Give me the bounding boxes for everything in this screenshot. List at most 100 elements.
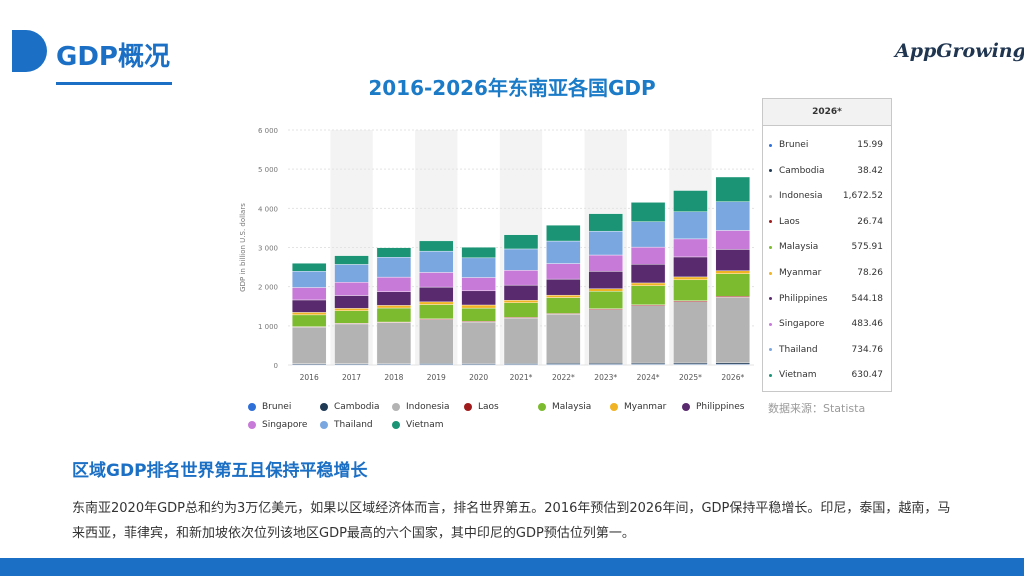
bar-segment-philippines	[503, 284, 539, 301]
legend-label: Cambodia	[334, 402, 380, 412]
row-value: 1,672.52	[842, 191, 883, 202]
legend-item-laos: Laos	[464, 402, 499, 412]
bar-segment-indonesia	[291, 327, 327, 364]
bar-segment-vietnam	[376, 247, 412, 258]
legend-item-brunei: Brunei	[248, 402, 291, 412]
legend-item-thailand: Thailand	[320, 420, 373, 430]
legend-item-philippines: Philippines	[682, 402, 745, 412]
bar-segment-philippines	[376, 291, 412, 306]
legend-item-singapore: Singapore	[248, 420, 307, 430]
bar-segment-myanmar	[461, 304, 496, 309]
legend-label: Thailand	[334, 420, 373, 430]
x-tick-label: 2026*	[721, 373, 744, 382]
side-table-row: Vietnam 630.47	[769, 365, 883, 385]
bar-segment-cambodia	[673, 362, 708, 365]
bar-segment-philippines	[630, 264, 666, 284]
side-table-row: Cambodia 38.42	[769, 161, 883, 181]
row-country: Vietnam	[779, 370, 817, 381]
side-table-header: 2026*	[763, 99, 891, 126]
bar-segment-vietnam	[461, 247, 496, 259]
bar-segment-philippines	[291, 299, 327, 313]
side-table-2026: 2026* Brunei 15.99 Cambodia 38.42 Indonesia 1…	[762, 98, 892, 392]
legend-swatch	[464, 403, 472, 411]
bar-segment-malaysia	[503, 302, 539, 318]
bar-segment-singapore	[334, 282, 369, 296]
bar-segment-thailand	[673, 211, 708, 240]
x-tick-label: 2018	[384, 373, 403, 382]
bar-segment-indonesia	[673, 301, 708, 364]
side-table-row: Thailand 734.76	[769, 340, 883, 360]
bar-segment-malaysia	[588, 291, 623, 309]
x-tick-label: 2020	[469, 373, 488, 382]
legend-label: Philippines	[696, 402, 745, 412]
bar-segment-thailand	[503, 248, 539, 271]
row-dot-icon	[769, 297, 772, 301]
bar-segment-vietnam	[630, 202, 666, 222]
row-country: Brunei	[779, 140, 809, 150]
row-value: 78.26	[857, 268, 883, 278]
row-dot-icon	[769, 322, 772, 326]
bar-segment-myanmar	[673, 276, 708, 281]
bar-segment-myanmar	[546, 294, 581, 298]
row-country: Thailand	[779, 344, 818, 355]
legend-item-myanmar: Myanmar	[610, 402, 666, 412]
stacked-bar-chart: 0 1 000 2 000 3 000 4 000 5 000 6 000 GDP in bi…	[239, 127, 754, 382]
bar-segment-singapore	[419, 272, 454, 288]
row-country: Laos	[779, 216, 800, 227]
bar-segment-singapore	[376, 276, 412, 292]
bar-segment-vietnam	[419, 240, 454, 252]
bar-segment-indonesia	[588, 309, 623, 364]
row-value: 630.47	[851, 370, 884, 381]
bar-segment-vietnam	[334, 255, 369, 265]
bar-segment-philippines	[334, 295, 369, 309]
x-tick-label: 2022*	[552, 373, 575, 382]
row-value: 575.91	[851, 242, 884, 253]
bar-segment-malaysia	[376, 307, 412, 323]
bar-segment-thailand	[715, 201, 751, 231]
source-note: 数据来源：Statista	[768, 402, 866, 415]
bar-segment-singapore	[546, 263, 581, 280]
side-table-row: Brunei 15.99	[769, 135, 883, 155]
legend-swatch	[682, 403, 690, 411]
bar-segment-myanmar	[376, 305, 412, 309]
legend-label: Laos	[478, 402, 499, 412]
legend-item-malaysia: Malaysia	[538, 402, 591, 412]
legend-item-indonesia: Indonesia	[392, 402, 450, 412]
bar-segment-indonesia	[630, 305, 666, 364]
bar-segment-malaysia	[461, 307, 496, 322]
bar-segment-vietnam	[546, 224, 581, 242]
bar-segment-myanmar	[715, 270, 751, 274]
bar-segment-malaysia	[419, 304, 454, 320]
y-tick-label: 2 000	[258, 284, 278, 292]
legend-swatch	[248, 421, 256, 429]
legend-label: Myanmar	[624, 402, 667, 412]
bar-segment-myanmar	[630, 282, 666, 286]
row-dot-icon	[769, 169, 772, 173]
bar-segment-philippines	[588, 271, 623, 289]
legend-item-vietnam: Vietnam	[392, 420, 444, 430]
row-dot-icon	[769, 220, 772, 224]
bar-segment-singapore	[291, 287, 327, 301]
bar-segment-singapore	[588, 254, 623, 272]
y-tick-label: 5 000	[258, 166, 278, 174]
legend-swatch	[538, 403, 546, 411]
bar-segment-singapore	[715, 230, 751, 250]
bar-segment-indonesia	[546, 314, 581, 364]
body-paragraph: 东南亚2020年GDP总和约为3万亿美元，如果以区域经济体而言，排名世界第五。2…	[72, 501, 951, 541]
x-tick-label: 2019	[427, 373, 446, 382]
page-title: GDP概况	[56, 42, 170, 72]
bar-segment-singapore	[630, 246, 666, 265]
row-value: 26.74	[857, 216, 883, 227]
bar-segment-myanmar	[291, 312, 327, 316]
row-value: 734.76	[851, 344, 884, 355]
row-value: 544.18	[851, 293, 884, 304]
bar-segment-thailand	[546, 240, 581, 264]
bar-segment-indonesia	[376, 322, 412, 364]
title-underline	[56, 82, 172, 85]
row-country: Cambodia	[779, 165, 825, 176]
bar-segment-philippines	[546, 278, 581, 296]
bar-segment-malaysia	[673, 279, 708, 301]
x-tick-label: 2016	[300, 373, 319, 382]
y-tick-label: 1 000	[258, 323, 278, 331]
chart-title: 2016-2026年东南亚各国GDP	[368, 76, 656, 100]
